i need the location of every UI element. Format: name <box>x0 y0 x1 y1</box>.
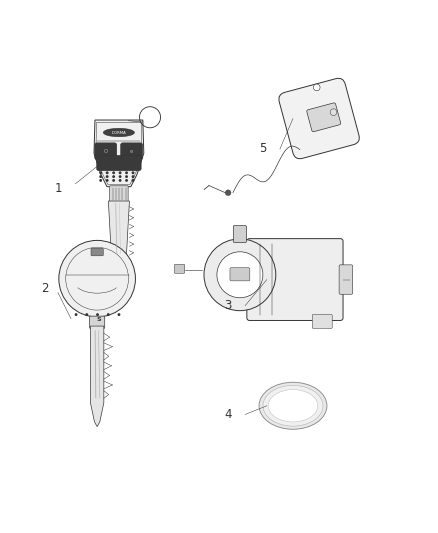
Text: S: S <box>97 317 101 322</box>
FancyBboxPatch shape <box>339 265 353 294</box>
FancyBboxPatch shape <box>279 78 359 159</box>
Polygon shape <box>94 120 144 187</box>
Ellipse shape <box>259 382 327 429</box>
Polygon shape <box>108 201 130 273</box>
FancyBboxPatch shape <box>233 225 247 243</box>
Circle shape <box>125 171 128 174</box>
Circle shape <box>225 190 231 196</box>
Circle shape <box>217 252 263 298</box>
FancyBboxPatch shape <box>95 143 117 160</box>
Circle shape <box>96 313 99 316</box>
Text: 2: 2 <box>41 282 49 295</box>
Circle shape <box>330 109 337 116</box>
Circle shape <box>204 239 276 311</box>
Circle shape <box>106 179 109 182</box>
FancyBboxPatch shape <box>91 248 103 256</box>
Circle shape <box>99 171 102 174</box>
Circle shape <box>59 240 135 317</box>
FancyBboxPatch shape <box>230 268 250 281</box>
Circle shape <box>99 179 102 182</box>
Text: O: O <box>104 149 108 154</box>
Text: 5: 5 <box>259 142 266 156</box>
Circle shape <box>112 175 115 178</box>
Circle shape <box>99 175 102 178</box>
FancyBboxPatch shape <box>312 314 332 328</box>
Circle shape <box>106 175 109 178</box>
Ellipse shape <box>263 385 323 426</box>
Ellipse shape <box>103 128 134 136</box>
Circle shape <box>119 175 121 178</box>
Circle shape <box>107 313 110 316</box>
FancyBboxPatch shape <box>174 264 185 273</box>
FancyBboxPatch shape <box>247 239 343 320</box>
Text: 1: 1 <box>54 182 62 195</box>
Circle shape <box>125 175 128 178</box>
Circle shape <box>119 171 121 174</box>
Text: 3: 3 <box>224 299 231 312</box>
FancyBboxPatch shape <box>97 155 141 171</box>
Circle shape <box>119 179 121 182</box>
Circle shape <box>125 179 128 182</box>
FancyBboxPatch shape <box>120 143 143 160</box>
Text: e: e <box>130 149 133 154</box>
FancyBboxPatch shape <box>89 316 105 328</box>
Circle shape <box>131 175 134 178</box>
FancyBboxPatch shape <box>110 186 128 202</box>
Text: 4: 4 <box>224 408 231 421</box>
Circle shape <box>85 313 88 316</box>
Circle shape <box>106 171 109 174</box>
Text: DORMA: DORMA <box>112 131 126 134</box>
Circle shape <box>74 313 78 316</box>
Circle shape <box>131 171 134 174</box>
Circle shape <box>313 84 320 91</box>
Circle shape <box>117 313 120 316</box>
Polygon shape <box>90 326 104 426</box>
Circle shape <box>112 179 115 182</box>
FancyBboxPatch shape <box>307 103 341 132</box>
Ellipse shape <box>268 390 318 422</box>
Circle shape <box>112 171 115 174</box>
Circle shape <box>131 179 134 182</box>
